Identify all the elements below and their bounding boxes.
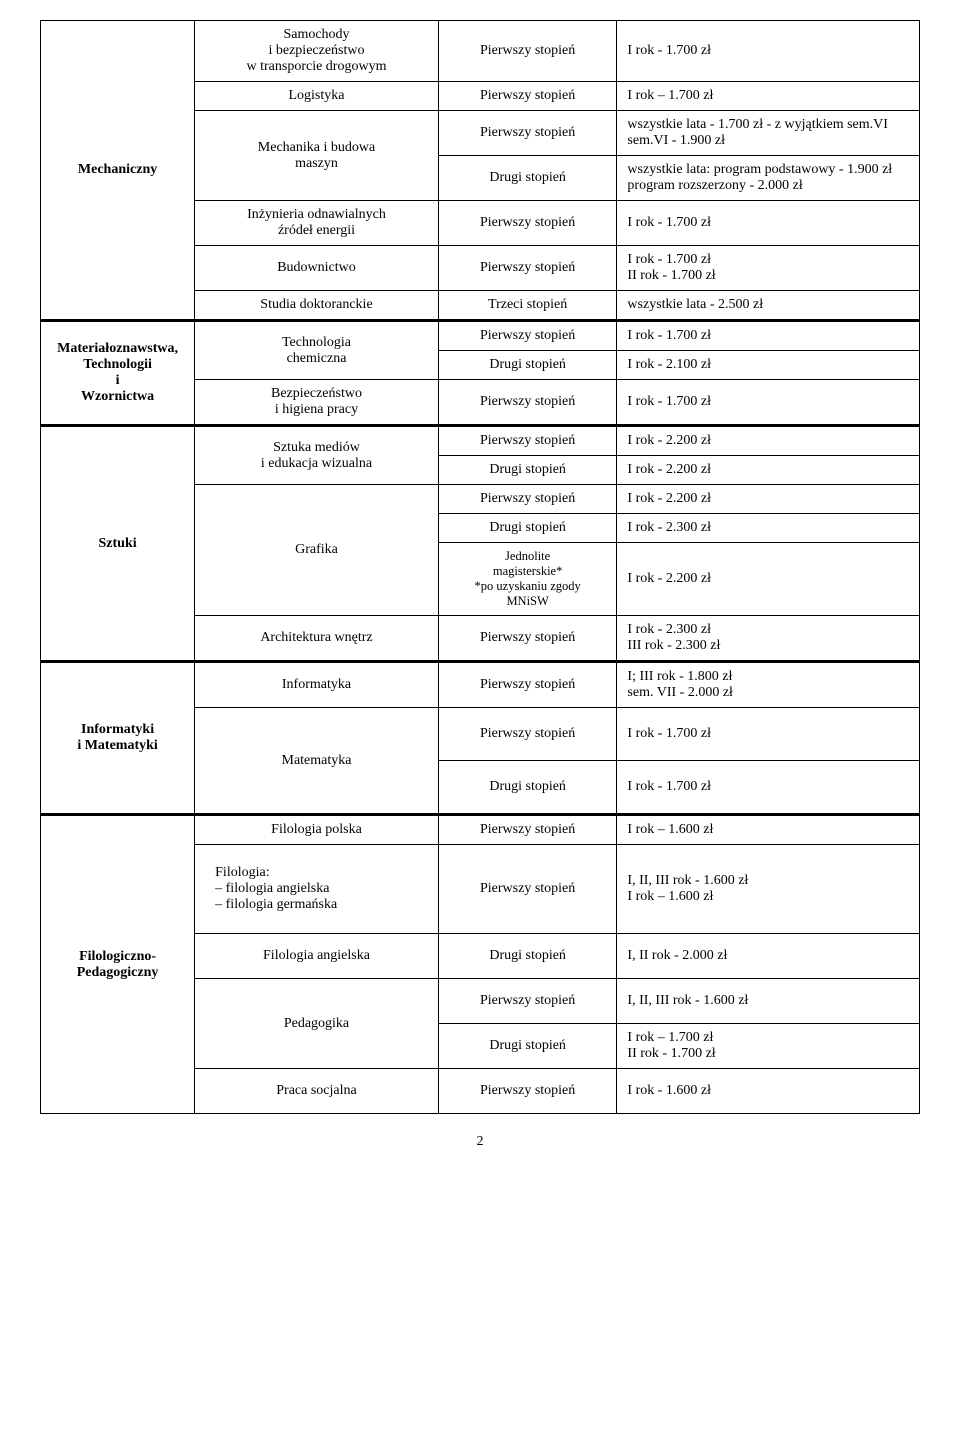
fee: I, II, III rok - 1.600 złI rok – 1.600 z… [617, 845, 920, 934]
dept-materialoznawstwa: Materiałoznawstwa,TechnologiiiWzornictwa [41, 321, 195, 426]
level: Pierwszy stopień [438, 815, 617, 845]
level: Pierwszy stopień [438, 979, 617, 1024]
level: Pierwszy stopień [438, 246, 617, 291]
program: Logistyka [195, 82, 439, 111]
level: Pierwszy stopień [438, 82, 617, 111]
level: Pierwszy stopień [438, 708, 617, 761]
level: Pierwszy stopień [438, 662, 617, 708]
fee: I rok - 1.700 zł [617, 321, 920, 351]
program: Praca socjalna [195, 1069, 439, 1114]
dept-filologiczno: Filologiczno-Pedagogiczny [41, 815, 195, 1114]
fee: I rok - 2.300 złIII rok - 2.300 zł [617, 616, 920, 662]
dept-informatyki: Informatykii Matematyki [41, 662, 195, 815]
page-number: 2 [40, 1134, 920, 1150]
level: Trzeci stopień [438, 291, 617, 321]
program: Matematyka [195, 708, 439, 815]
fee: I, II rok - 2.000 zł [617, 934, 920, 979]
program: Filologia angielska [195, 934, 439, 979]
fee: I rok - 1.700 zł [617, 21, 920, 82]
fee: I rok - 1.700 zł [617, 761, 920, 815]
program: Architektura wnętrz [195, 616, 439, 662]
fee: I rok - 2.300 zł [617, 514, 920, 543]
fee: I rok - 1.700 zł [617, 201, 920, 246]
fee: wszystkie lata: program podstawowy - 1.9… [617, 156, 920, 201]
level: Pierwszy stopień [438, 321, 617, 351]
level: Drugi stopień [438, 514, 617, 543]
program: Technologiachemiczna [195, 321, 439, 380]
level: Pierwszy stopień [438, 616, 617, 662]
program: Filologia polska [195, 815, 439, 845]
program: Budownictwo [195, 246, 439, 291]
fee: wszystkie lata - 2.500 zł [617, 291, 920, 321]
fee: I rok - 2.200 zł [617, 543, 920, 616]
fee: I, II, III rok - 1.600 zł [617, 979, 920, 1024]
level: Drugi stopień [438, 1024, 617, 1069]
program: Informatyka [195, 662, 439, 708]
level: Pierwszy stopień [438, 1069, 617, 1114]
fee: I; III rok - 1.800 złsem. VII - 2.000 zł [617, 662, 920, 708]
program: Mechanika i budowamaszyn [195, 111, 439, 201]
program: Bezpieczeństwoi higiena pracy [195, 380, 439, 426]
level: Jednolitemagisterskie**po uzyskaniu zgod… [438, 543, 617, 616]
fee: wszystkie lata - 1.700 zł - z wyjątkiem … [617, 111, 920, 156]
level: Pierwszy stopień [438, 426, 617, 456]
program: Inżynieria odnawialnychźródeł energii [195, 201, 439, 246]
level: Pierwszy stopień [438, 201, 617, 246]
level: Pierwszy stopień [438, 845, 617, 934]
level: Pierwszy stopień [438, 485, 617, 514]
fee: I rok - 1.700 złII rok - 1.700 zł [617, 246, 920, 291]
dept-mechaniczny: Mechaniczny [41, 21, 195, 321]
fee: I rok - 1.700 zł [617, 380, 920, 426]
program: Samochodyi bezpieczeństwow transporcie d… [195, 21, 439, 82]
dept-sztuki: Sztuki [41, 426, 195, 662]
fee: I rok – 1.600 zł [617, 815, 920, 845]
program: Grafika [195, 485, 439, 616]
level: Pierwszy stopień [438, 380, 617, 426]
fee: I rok - 2.200 zł [617, 426, 920, 456]
level: Drugi stopień [438, 156, 617, 201]
program: Pedagogika [195, 979, 439, 1069]
level: Drugi stopień [438, 351, 617, 380]
fee: I rok - 1.700 zł [617, 708, 920, 761]
fee: I rok - 1.600 zł [617, 1069, 920, 1114]
program: Sztuka mediówi edukacja wizualna [195, 426, 439, 485]
level: Drugi stopień [438, 761, 617, 815]
fee: I rok - 2.200 zł [617, 456, 920, 485]
level: Pierwszy stopień [438, 111, 617, 156]
level: Pierwszy stopień [438, 21, 617, 82]
fee-table: Mechaniczny Samochodyi bezpieczeństwow t… [40, 20, 920, 1114]
level: Drugi stopień [438, 934, 617, 979]
program: Filologia:– filologia angielska– filolog… [195, 845, 439, 934]
fee: I rok - 2.100 zł [617, 351, 920, 380]
fee: I rok - 2.200 zł [617, 485, 920, 514]
fee: I rok – 1.700 złII rok - 1.700 zł [617, 1024, 920, 1069]
fee: I rok – 1.700 zł [617, 82, 920, 111]
level: Drugi stopień [438, 456, 617, 485]
program: Studia doktoranckie [195, 291, 439, 321]
